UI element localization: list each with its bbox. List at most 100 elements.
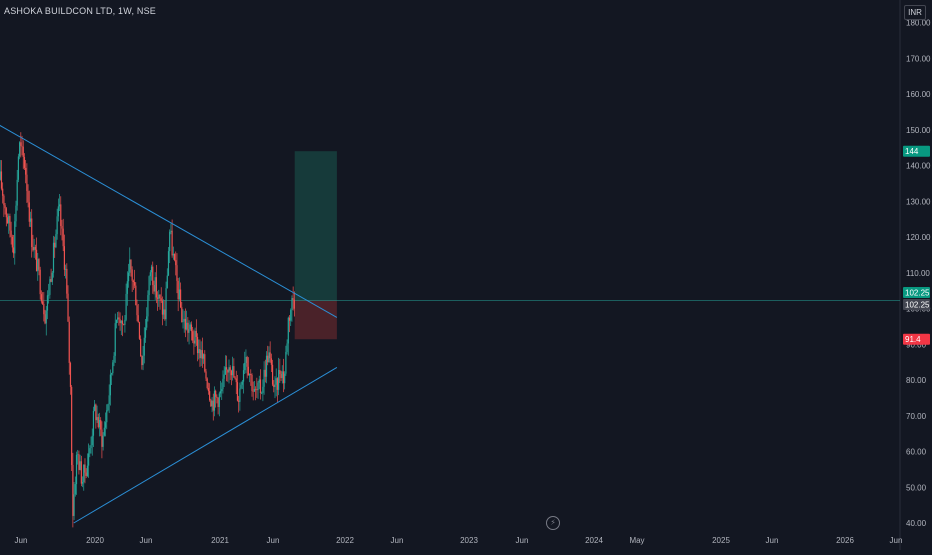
x-tick-label: May (629, 536, 644, 545)
candle-body (224, 367, 226, 375)
candle-body (54, 242, 56, 248)
candle-body (176, 265, 178, 281)
candle-body (23, 157, 26, 168)
candle-body (74, 484, 76, 495)
candle-body (201, 350, 203, 359)
candle-body (8, 215, 10, 224)
candle-body (83, 464, 85, 483)
x-tick-label: 2023 (460, 536, 478, 545)
candle-body (90, 445, 92, 449)
candle-body (66, 268, 68, 294)
candle-body (143, 337, 145, 356)
candle-body (57, 206, 59, 217)
y-tick-label: 50.00 (906, 483, 927, 492)
candle-body (285, 351, 287, 374)
candle-body (135, 285, 137, 306)
candle-body (241, 381, 243, 385)
candle-body (12, 247, 15, 254)
candle-body (216, 396, 218, 399)
candle-body (114, 323, 116, 356)
candle-body (20, 142, 22, 146)
candle-body (293, 299, 295, 309)
candle-body (28, 202, 30, 222)
candle-body (221, 389, 223, 392)
candle-body (44, 314, 46, 324)
candle-body (50, 279, 52, 282)
candle-body (148, 276, 150, 296)
candle-body (106, 410, 108, 423)
currency-badge[interactable]: INR (904, 5, 926, 20)
x-tick-label: 2022 (336, 536, 354, 545)
candle-body (46, 295, 49, 311)
candle-body (188, 329, 190, 333)
candle-body (2, 188, 4, 196)
candle-body (219, 391, 222, 394)
candle-body (138, 322, 141, 339)
candle-body (144, 327, 147, 338)
candle-body (261, 392, 263, 394)
candle-body (40, 294, 43, 302)
candle-body (153, 284, 155, 292)
candle-body (239, 388, 241, 402)
candle-body (291, 298, 293, 310)
candle-body (51, 272, 53, 282)
y-tick-label: 170.00 (906, 54, 931, 63)
trendline-ascending-support (73, 367, 338, 524)
candle-body (269, 352, 271, 359)
candle-body (38, 259, 40, 270)
candle-body (155, 277, 157, 298)
candle-body (27, 190, 29, 203)
candle-body (17, 156, 20, 180)
lightning-icon[interactable]: ⚡ (546, 516, 560, 530)
candle-body (275, 378, 277, 385)
candle-body (227, 369, 229, 373)
candle-body (170, 230, 172, 232)
candle-body (258, 379, 260, 383)
candle-body (158, 294, 160, 299)
candle-body (267, 355, 269, 363)
candle-body (63, 246, 65, 270)
candle-body (113, 355, 115, 363)
target-price-label: 144 (905, 147, 919, 156)
candle-body (125, 293, 127, 320)
candle-body (163, 309, 165, 315)
candle-body (21, 145, 23, 147)
candle-body (129, 259, 131, 273)
candle-body (210, 400, 212, 407)
candle-body (69, 362, 72, 387)
candle-body (60, 204, 62, 227)
candle-body (39, 269, 41, 295)
candle-body (88, 453, 90, 466)
candle-body (150, 266, 153, 273)
candle-body (86, 465, 88, 476)
candle-body (98, 419, 101, 428)
candle-body (152, 266, 154, 285)
candle-body (167, 251, 170, 276)
candle-body (165, 288, 167, 320)
candles-group (0, 132, 295, 528)
candle-body (71, 386, 73, 466)
candle-body (79, 461, 81, 470)
candle-body (62, 228, 64, 247)
candle-body (236, 382, 239, 401)
candle-body (195, 330, 197, 337)
candle-body (85, 472, 87, 476)
candle-body (15, 205, 17, 222)
target-zone (294, 151, 337, 301)
candle-body (10, 230, 12, 237)
target-price-label-bg (903, 145, 930, 157)
candle-body (73, 494, 75, 516)
candle-body (264, 369, 266, 377)
candle-body (142, 355, 144, 366)
candle-body (126, 281, 128, 294)
candle-body (101, 429, 103, 447)
candle-body (263, 369, 265, 387)
candle-body (19, 142, 21, 157)
candle-body (156, 297, 159, 299)
candle-body (281, 371, 283, 379)
candle-body (104, 422, 107, 428)
candle-body (61, 226, 63, 229)
